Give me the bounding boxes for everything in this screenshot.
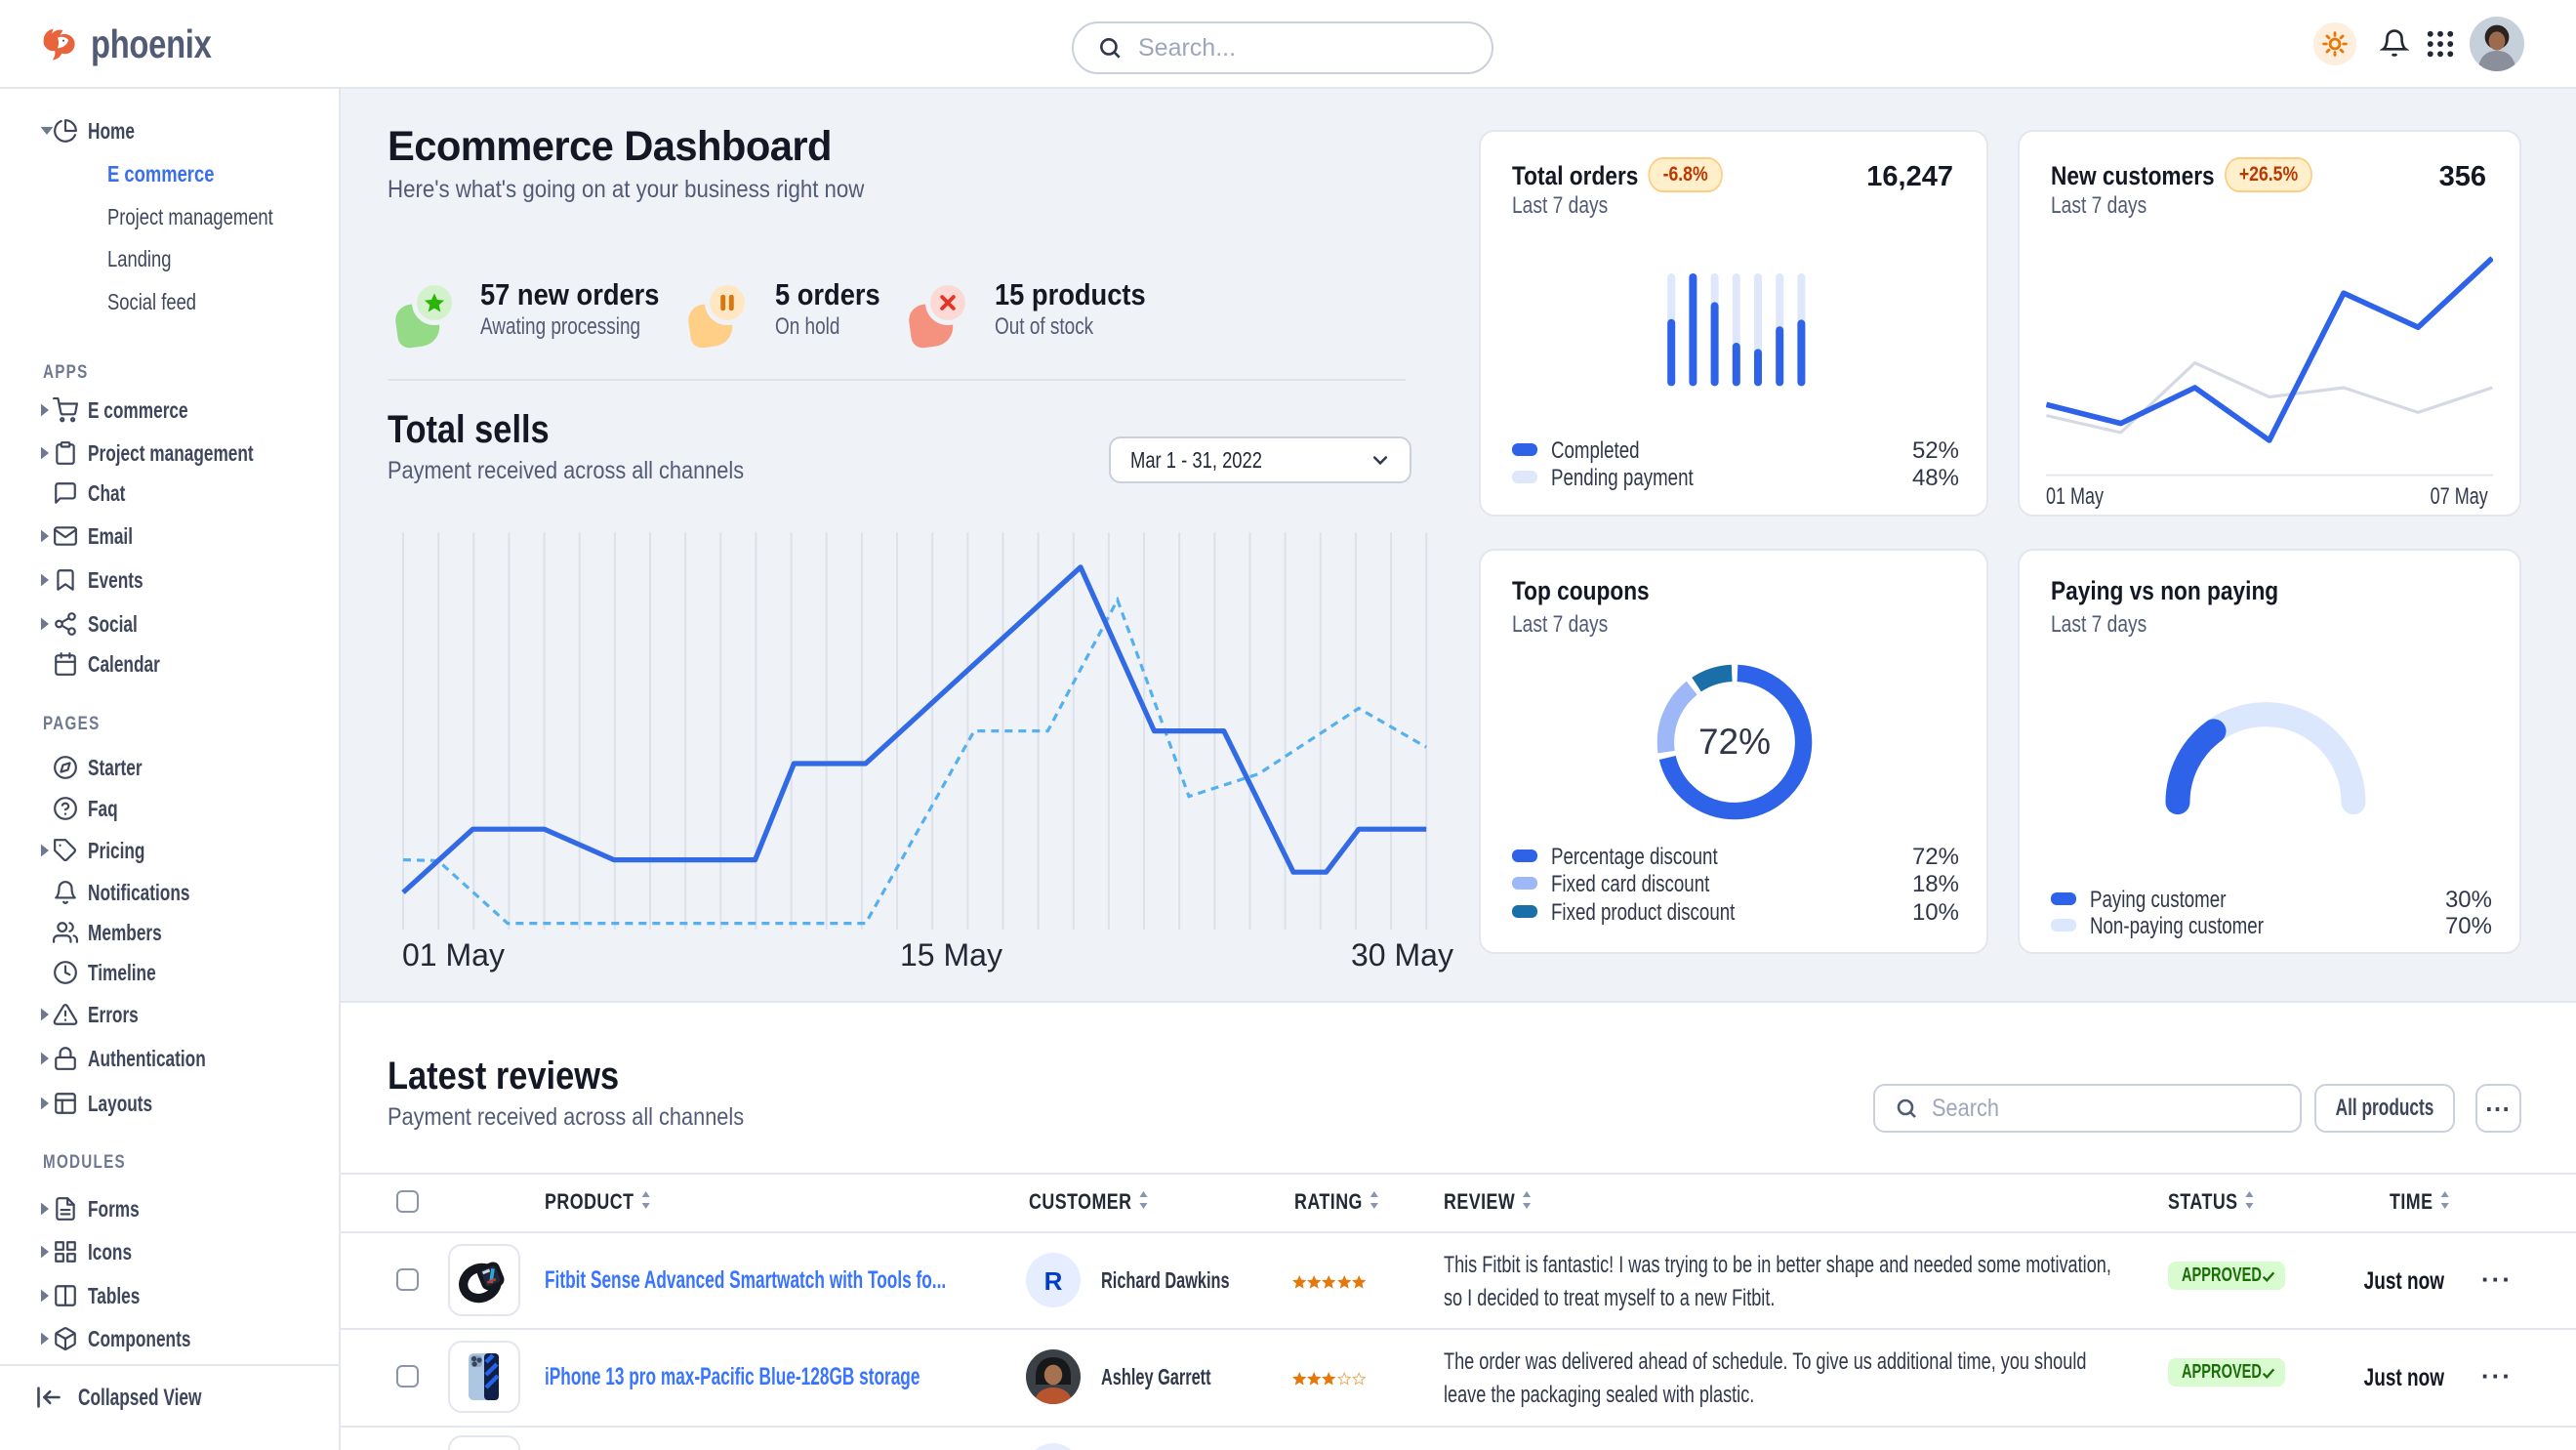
svg-text:R: R: [1044, 1266, 1063, 1296]
svg-text:72%: 72%: [1698, 722, 1771, 762]
